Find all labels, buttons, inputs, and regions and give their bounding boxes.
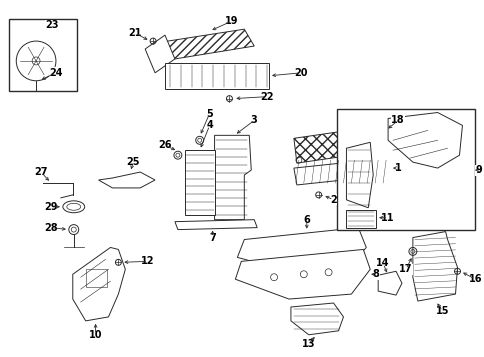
- Text: 8: 8: [372, 269, 379, 279]
- Polygon shape: [293, 125, 385, 163]
- Text: 3: 3: [250, 115, 257, 125]
- Polygon shape: [73, 247, 125, 321]
- Polygon shape: [237, 228, 365, 271]
- Polygon shape: [165, 63, 269, 89]
- Text: 21: 21: [128, 28, 142, 38]
- Polygon shape: [293, 158, 389, 185]
- Polygon shape: [235, 250, 369, 299]
- Polygon shape: [145, 35, 175, 73]
- Text: 29: 29: [44, 202, 58, 212]
- Polygon shape: [412, 232, 456, 301]
- Polygon shape: [387, 112, 462, 168]
- Polygon shape: [346, 142, 373, 208]
- Text: 25: 25: [126, 157, 140, 167]
- Text: 9: 9: [475, 165, 482, 175]
- Polygon shape: [346, 210, 376, 228]
- Text: 20: 20: [293, 68, 307, 78]
- Text: 11: 11: [380, 213, 394, 223]
- Text: 13: 13: [302, 339, 315, 349]
- Text: 19: 19: [224, 16, 238, 26]
- Bar: [86, 269, 107, 287]
- Polygon shape: [290, 303, 343, 335]
- Text: 2: 2: [330, 195, 336, 205]
- Text: 7: 7: [209, 232, 215, 242]
- Polygon shape: [378, 271, 401, 295]
- Text: 26: 26: [158, 140, 171, 150]
- Text: 5: 5: [206, 109, 212, 119]
- Text: 10: 10: [89, 330, 102, 340]
- Text: 4: 4: [206, 120, 212, 130]
- Text: 15: 15: [435, 306, 449, 316]
- Text: 23: 23: [45, 20, 59, 30]
- Text: 22: 22: [260, 92, 273, 102]
- Text: 28: 28: [44, 223, 58, 233]
- Text: 24: 24: [49, 68, 62, 78]
- Text: 14: 14: [376, 258, 389, 268]
- Text: 16: 16: [468, 274, 481, 284]
- Text: 6: 6: [303, 215, 310, 225]
- Polygon shape: [98, 172, 155, 188]
- Text: 12: 12: [141, 256, 154, 266]
- Polygon shape: [155, 29, 254, 59]
- Polygon shape: [184, 150, 214, 215]
- Text: 1: 1: [394, 163, 401, 173]
- Polygon shape: [175, 220, 257, 230]
- Text: 27: 27: [34, 167, 48, 177]
- Bar: [9, 19, 76, 91]
- Text: 18: 18: [391, 115, 404, 125]
- Bar: [336, 109, 474, 230]
- Text: 17: 17: [398, 264, 412, 274]
- Polygon shape: [214, 135, 251, 220]
